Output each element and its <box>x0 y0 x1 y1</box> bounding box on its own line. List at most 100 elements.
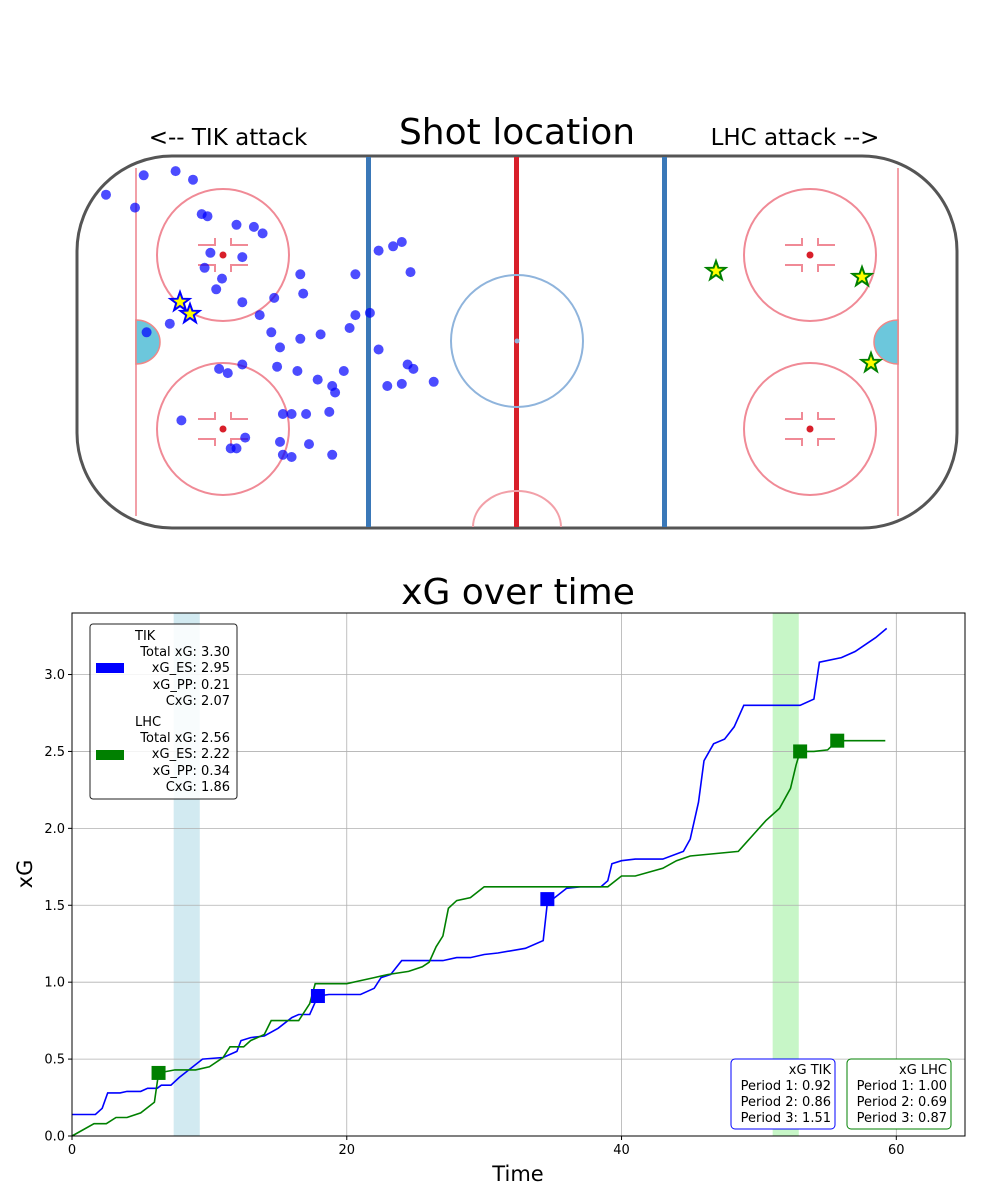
legend-frame <box>89 623 238 800</box>
rink-section: Shot location <-- TIK attack LHC attack … <box>75 112 959 530</box>
tik-shot-marker <box>295 333 306 344</box>
tik-shot-marker <box>205 247 216 258</box>
tik-shot-marker <box>324 406 335 417</box>
tik-shot-marker <box>373 344 384 355</box>
tik-shot-marker <box>304 439 314 450</box>
tik-shot-marker <box>266 327 277 338</box>
tik-goal-marker <box>310 989 325 1004</box>
ice-rink <box>75 154 959 530</box>
tik-shot-marker <box>231 219 242 230</box>
y-tick-label: 2.5 <box>44 745 65 760</box>
faceoff-dot <box>806 425 814 433</box>
tik-shot-marker <box>141 327 152 338</box>
tik-shot-marker <box>295 269 306 280</box>
tik-shot-marker <box>196 209 207 220</box>
tik-shot-marker <box>275 342 285 353</box>
lhc-xg-line <box>71 739 886 1137</box>
x-axis-label: Time <box>491 1162 543 1186</box>
tik-shot-marker <box>286 452 297 462</box>
powerplay-spans <box>173 613 799 1136</box>
right-blue-line <box>662 157 667 527</box>
tik-shot-marker <box>338 366 349 376</box>
tik-shot-marker <box>237 297 248 308</box>
legend-lhc-es: xG_ES: 2.22 <box>152 747 230 762</box>
faceoff-circles <box>156 188 877 496</box>
referee-crease <box>472 490 562 528</box>
y-tick-label: 2.0 <box>44 822 65 837</box>
lhc-goal-marker <box>793 744 808 759</box>
tik-shot-marker <box>214 363 225 374</box>
tik-shot-marker <box>382 381 393 391</box>
lhc-goal-marker <box>830 733 845 748</box>
tik-shot-marker <box>286 409 297 419</box>
tik-shot-marker <box>388 241 399 252</box>
left-blue-line <box>366 157 371 527</box>
period-box-tik-frame <box>730 1058 836 1130</box>
y-tick-label: 3.0 <box>44 668 65 683</box>
y-tick-label: 0.5 <box>44 1053 65 1068</box>
tik-xg-line <box>72 627 888 1116</box>
legend-tik-team: TIK <box>134 629 156 644</box>
period-box-tik-title: xG TIK <box>789 1063 832 1078</box>
period-box-lhc-frame <box>846 1058 952 1130</box>
faceoff-circle-top-left <box>156 188 290 322</box>
rink-title: Shot location <box>399 112 635 153</box>
x-axis-ticks: 0 20 40 60 <box>68 1136 905 1158</box>
tik-shot-marker <box>396 237 407 247</box>
period-box-lhc: xG LHC Period 1: 1.00 Period 2: 0.69 Per… <box>846 1058 952 1130</box>
tik-shot-marker <box>275 436 285 447</box>
tik-shot-marker <box>199 262 210 273</box>
tik-shot-marker <box>272 361 283 372</box>
y-axis-ticks: 0.0 0.5 1.0 1.5 2.0 2.5 3.0 <box>44 668 72 1145</box>
tik-shot-marker <box>405 267 416 278</box>
faceoff-dot <box>219 425 227 433</box>
tik-shot-marker <box>277 409 288 419</box>
hashmark <box>785 238 835 272</box>
tik-attack-label: <-- TIK attack <box>149 125 308 151</box>
tik-shot-marker <box>176 415 187 426</box>
lhc-goal-star <box>849 264 875 288</box>
lhc-goal-star <box>703 258 729 282</box>
tik-shot-marker <box>170 166 181 177</box>
tik-shot-marker <box>350 310 361 321</box>
faceoff-hashmarks <box>198 238 835 446</box>
tik-shot-marker <box>254 310 265 321</box>
faceoff-circle-top-right <box>743 188 877 322</box>
faceoff-dot <box>219 251 227 259</box>
legend-tik-cxg: CxG: 2.07 <box>166 694 230 709</box>
legend-lhc-pp: xG_PP: 0.34 <box>153 764 230 779</box>
legend-tik-total: Total xG: 3.30 <box>139 645 230 660</box>
tik-shot-marker <box>237 252 248 263</box>
series-lines <box>71 627 888 1137</box>
tik-goal-star <box>177 301 203 325</box>
tik-shot-marker <box>225 443 236 454</box>
faceoff-dot <box>806 251 814 259</box>
right-goal-crease <box>873 319 899 365</box>
goal-markers-rink <box>167 258 884 374</box>
tik-shot-marker <box>164 318 175 329</box>
period-box-lhc-title: xG LHC <box>899 1063 947 1078</box>
legend-tik-es: xG_ES: 2.95 <box>152 661 230 676</box>
x-tick-label: 0 <box>68 1143 76 1158</box>
legend-lhc-team: LHC <box>135 715 161 730</box>
tik-shot-marker <box>130 202 140 213</box>
tik-goal-star <box>167 289 193 313</box>
legend: TIK Total xG: 3.30 xG_ES: 2.95 xG_PP: 0.… <box>89 623 238 800</box>
legend-lhc-cxg: CxG: 1.86 <box>166 780 230 795</box>
x-tick-label: 60 <box>888 1143 905 1158</box>
tik-shot-marker <box>428 376 439 387</box>
tik-shot-marker <box>315 329 326 340</box>
period-box-lhc-p2: Period 2: 0.69 <box>857 1095 947 1110</box>
lhc-powerplay-span <box>772 613 799 1136</box>
period-box-lhc-p1: Period 1: 1.00 <box>857 1079 947 1094</box>
plot-frame <box>71 612 966 1137</box>
faceoff-circle-bottom-left <box>156 362 290 496</box>
tik-goal-marker <box>540 892 555 907</box>
hashmark <box>198 238 248 272</box>
tik-shot-marker <box>344 323 355 333</box>
tik-shot-marker <box>277 449 288 460</box>
tik-shot-marker <box>373 245 384 256</box>
faceoff-circle-bottom-right <box>743 362 877 496</box>
hashmark <box>198 412 248 446</box>
